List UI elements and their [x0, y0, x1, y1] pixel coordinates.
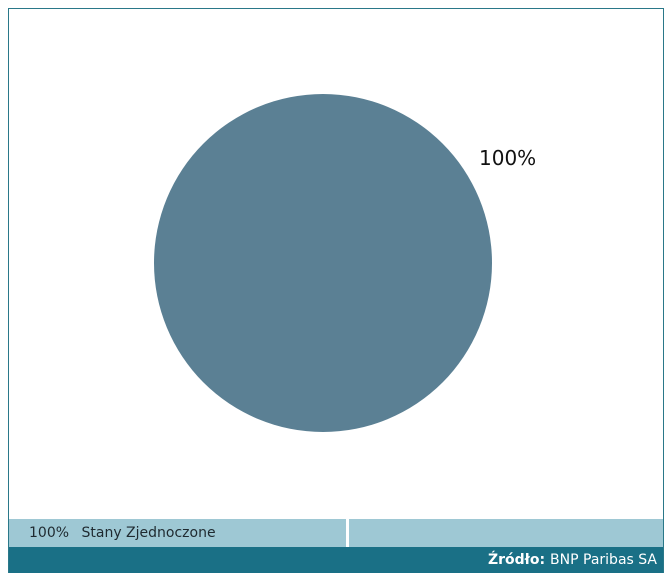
source-bar: Źródło: BNP Paribas SA: [9, 547, 663, 573]
legend-item: 100% Stany Zjednoczone: [9, 519, 349, 547]
legend-empty-cell: [349, 519, 663, 547]
legend-item-percent: 100%: [29, 525, 70, 541]
source-label: Źródło:: [487, 552, 546, 568]
chart-frame: 100% 100% Stany Zjednoczone Źródło: BNP P…: [8, 8, 664, 573]
source-value: BNP Paribas SA: [550, 552, 657, 568]
pie-slice: [154, 94, 492, 432]
legend-item-label: Stany Zjednoczone: [81, 525, 216, 541]
pie-chart-svg: 100%: [154, 94, 536, 432]
pie-chart: 100%: [9, 9, 663, 519]
legend: 100% Stany Zjednoczone: [9, 519, 663, 547]
pie-slice-label: 100%: [479, 146, 536, 170]
